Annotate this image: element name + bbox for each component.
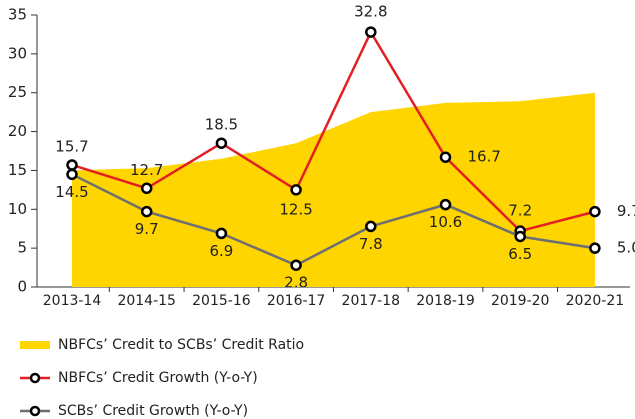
legend-marker [29,372,41,384]
marker [365,26,377,38]
legend-label: NBFCs’ Credit Growth (Y-o-Y) [58,370,258,386]
legend-label: NBFCs’ Credit to SCBs’ Credit Ratio [58,337,304,353]
marker [589,205,601,218]
data-label: 12.5 [279,200,312,218]
marker [290,184,302,196]
data-label: 7.2 [508,202,532,220]
data-label: 10.6 [429,213,462,231]
legend-swatch [20,341,50,349]
y-tick-label: 20 [8,122,27,140]
x-tick-label: 2019-20 [491,293,550,309]
marker [215,227,228,240]
marker [589,242,601,254]
data-label: 6.5 [508,245,532,263]
data-label: 6.9 [209,242,233,260]
x-tick-label: 2020-21 [566,293,625,309]
marker [140,205,153,218]
data-label: 32.8 [354,3,387,21]
marker [290,259,302,271]
y-tick-label: 10 [8,200,27,218]
marker [140,182,153,195]
y-tick-label: 15 [8,161,27,179]
x-tick-label: 2013-14 [43,293,102,309]
data-label: 5.0 [617,239,635,257]
y-tick-label: 5 [17,239,27,257]
marker [514,230,526,243]
data-label: 14.5 [55,183,88,201]
legend-marker [29,405,41,417]
marker [439,151,452,163]
y-tick-label: 35 [8,6,27,24]
x-tick-label: 2016-17 [267,293,326,309]
data-label: 15.7 [55,137,88,155]
marker [439,198,452,211]
data-label: 9.7 [135,220,159,238]
line [71,29,596,233]
x-tick-label: 2014-15 [117,293,176,309]
x-tick-label: 2015-16 [192,293,251,309]
legend-label: SCBs’ Credit Growth (Y-o-Y) [58,403,248,419]
data-label: 18.5 [205,116,238,134]
area [72,92,595,287]
data-label: 2.8 [284,274,308,292]
marker [215,137,228,149]
y-tick-label: 0 [17,278,27,296]
x-tick-label: 2018-19 [416,293,475,309]
marker [66,159,78,171]
data-label: 9.7 [617,202,635,220]
marker [66,168,78,181]
data-label: 7.8 [359,235,383,253]
y-tick-label: 25 [8,83,27,101]
marker [365,220,377,233]
line [71,173,596,267]
data-label: 16.7 [468,148,501,166]
y-tick-label: 30 [8,44,27,62]
data-label: 12.7 [130,161,163,179]
x-tick-label: 2017-18 [342,293,401,309]
